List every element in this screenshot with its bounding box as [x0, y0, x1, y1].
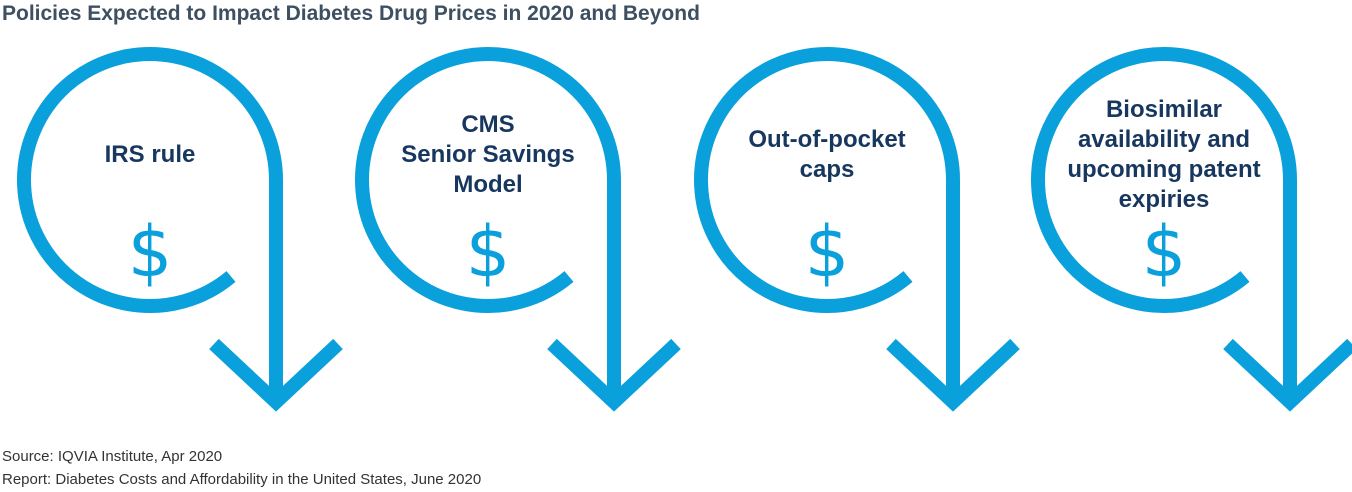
circular-down-arrow-icon — [355, 47, 681, 412]
page-title: Policies Expected to Impact Diabetes Dru… — [2, 2, 700, 25]
arrow-shaft — [694, 47, 960, 398]
circular-down-arrow-icon — [17, 47, 343, 412]
arrow-shaft — [355, 47, 621, 398]
arrow-head — [209, 338, 343, 412]
report-line: Report: Diabetes Costs and Affordability… — [2, 471, 482, 488]
dollar-icon: $ — [127, 211, 173, 293]
policy-label: availability and — [1077, 126, 1251, 153]
policy-item: Out-of-pocket caps $ — [687, 0, 1027, 420]
policy-label: CMS — [461, 111, 515, 138]
policy-label: expiries — [1118, 186, 1210, 213]
policy-label: IRS rule — [104, 141, 196, 168]
policy-label: Model — [453, 171, 523, 198]
policy-item: IRS rule $ — [10, 0, 350, 420]
dollar-icon: $ — [1141, 211, 1187, 293]
circular-down-arrow-icon — [1031, 47, 1352, 412]
arrow-shaft — [1031, 47, 1297, 398]
source-line: Source: IQVIA Institute, Apr 2020 — [2, 448, 223, 465]
circular-down-arrow-icon — [694, 47, 1020, 412]
arrow-head — [547, 338, 681, 412]
arrow-head — [1223, 338, 1352, 412]
policy-item: CMS Senior Savings Model $ — [348, 0, 688, 420]
arrow-shaft — [17, 47, 283, 398]
dollar-icon: $ — [465, 211, 511, 293]
policy-label: Biosimilar — [1105, 96, 1223, 123]
dollar-icon: $ — [804, 211, 850, 293]
arrow-head — [886, 338, 1020, 412]
policy-label: Out-of-pocket — [748, 126, 906, 153]
policy-label: upcoming patent — [1067, 156, 1261, 183]
policy-label: caps — [799, 156, 855, 183]
policy-label: Senior Savings — [401, 141, 575, 168]
policy-item: Biosimilar availability and upcoming paten… — [1024, 0, 1352, 420]
